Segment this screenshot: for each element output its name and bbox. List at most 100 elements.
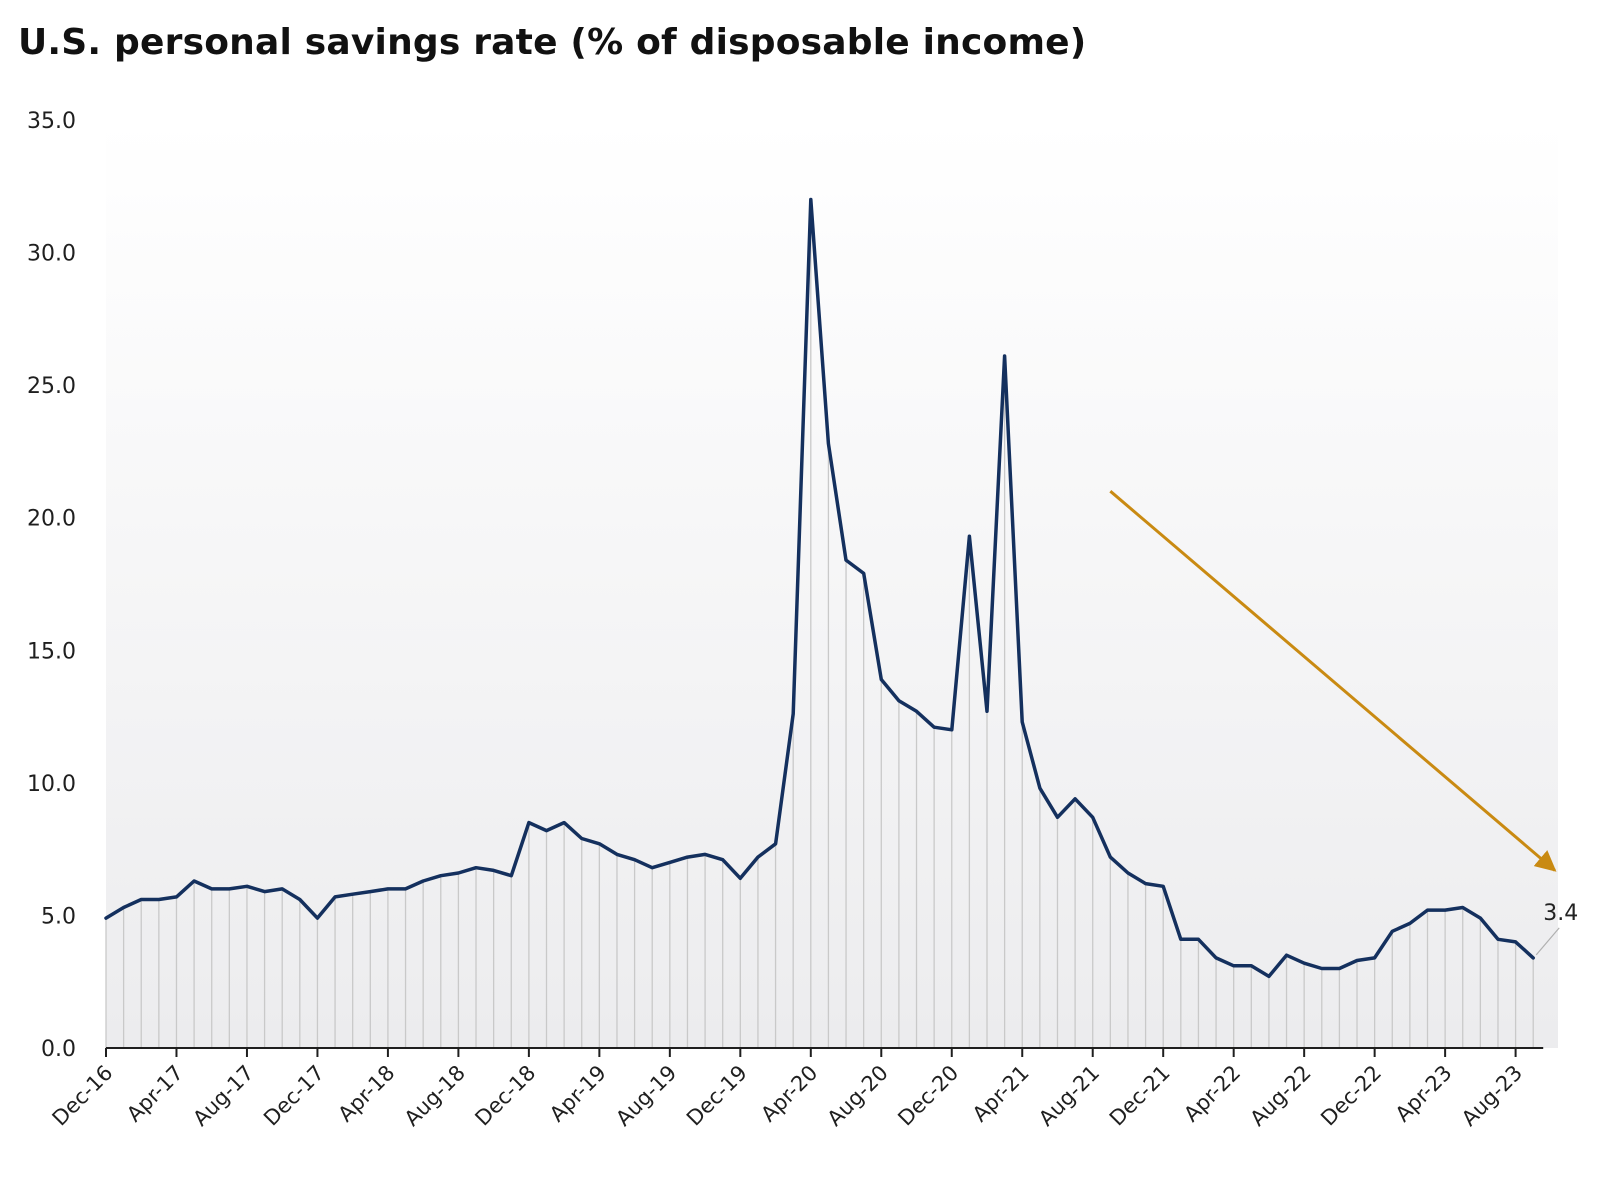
data-point [721, 858, 725, 862]
x-tick-label: Aug-18 [400, 1061, 470, 1131]
data-point [1055, 815, 1059, 819]
data-point [315, 916, 319, 920]
data-point [174, 895, 178, 899]
data-point [985, 709, 989, 713]
data-point [1108, 855, 1112, 859]
data-point [1461, 905, 1465, 909]
data-point [263, 890, 267, 894]
data-point [1038, 786, 1042, 790]
x-tick-label: Aug-20 [823, 1061, 893, 1131]
x-tick-label: Apr-18 [333, 1061, 399, 1127]
annotations: 3.4 [1109, 490, 1578, 956]
x-tick-label: Aug-22 [1245, 1061, 1315, 1131]
data-point [139, 898, 143, 902]
y-tick-label: 10.0 [27, 772, 76, 797]
y-tick-label: 0.0 [41, 1037, 76, 1062]
x-tick-label: Dec-19 [682, 1061, 752, 1131]
data-point [1073, 797, 1077, 801]
data-point [527, 821, 531, 825]
x-tick-label: Aug-23 [1457, 1061, 1527, 1131]
x-tick-label: Apr-23 [1391, 1061, 1457, 1127]
data-point [421, 879, 425, 883]
data-point [280, 887, 284, 891]
data-point [932, 725, 936, 729]
y-tick-label: 30.0 [27, 242, 76, 267]
data-point [1179, 937, 1183, 941]
data-point [1249, 964, 1253, 968]
data-point [1196, 937, 1200, 941]
data-point [1531, 956, 1535, 960]
data-point [1426, 908, 1430, 912]
series-line [104, 197, 1535, 979]
data-point [1232, 964, 1236, 968]
data-point [650, 866, 654, 870]
data-point [1478, 916, 1482, 920]
x-tick-label: Apr-19 [545, 1061, 611, 1127]
data-point [897, 699, 901, 703]
y-tick-label: 5.0 [41, 904, 76, 929]
data-point [809, 198, 813, 202]
x-tick-label: Apr-20 [756, 1061, 822, 1127]
data-point [1496, 937, 1500, 941]
data-point [862, 571, 866, 575]
drop-lines [105, 199, 1534, 1048]
data-point [404, 887, 408, 891]
x-tick-label: Aug-17 [188, 1061, 258, 1131]
data-point [456, 871, 460, 875]
data-point [1285, 953, 1289, 957]
data-point [844, 558, 848, 562]
x-tick-label: Dec-20 [893, 1061, 963, 1131]
data-point [615, 852, 619, 856]
chart-title: U.S. personal savings rate (% of disposa… [18, 22, 1087, 63]
data-point [298, 898, 302, 902]
data-point [492, 868, 496, 872]
data-point [227, 887, 231, 891]
data-point [738, 876, 742, 880]
data-point [774, 842, 778, 846]
data-point [1337, 966, 1341, 970]
data-point [967, 534, 971, 538]
x-tick-label: Dec-18 [470, 1061, 540, 1131]
data-point [1443, 908, 1447, 912]
data-point [791, 712, 795, 716]
data-point [1514, 940, 1518, 944]
data-point [386, 887, 390, 891]
data-point [1091, 815, 1095, 819]
data-point [1390, 929, 1394, 933]
data-point [1408, 921, 1412, 925]
data-point [333, 895, 337, 899]
data-point [157, 898, 161, 902]
data-point [351, 892, 355, 896]
data-point [545, 829, 549, 833]
data-point [1355, 959, 1359, 963]
data-point [122, 905, 126, 909]
data-point [474, 866, 478, 870]
data-point [1267, 974, 1271, 978]
data-label-leader [1535, 927, 1560, 956]
data-point [368, 890, 372, 894]
data-point [562, 821, 566, 825]
data-point [1302, 961, 1306, 965]
x-tick-label: Aug-19 [611, 1061, 681, 1131]
data-point [826, 441, 830, 445]
data-point [1020, 720, 1024, 724]
data-point [192, 879, 196, 883]
last-value-label: 3.4 [1543, 901, 1578, 926]
data-point [210, 887, 214, 891]
data-point [915, 709, 919, 713]
data-point [1373, 956, 1377, 960]
x-tick-label: Apr-21 [968, 1061, 1034, 1127]
y-tick-label: 20.0 [27, 507, 76, 532]
y-axis: 0.0 5.0 10.0 15.0 20.0 25.0 30.0 35.0 [27, 109, 76, 1062]
x-axis: Dec-16 Apr-17 Aug-17 Dec-17 Apr-18 Aug-18 Dec-… [48, 1047, 1544, 1131]
data-point [509, 874, 513, 878]
x-tick-label: Apr-22 [1179, 1061, 1245, 1127]
x-tick-label: Dec-22 [1316, 1061, 1386, 1131]
data-point [879, 677, 883, 681]
data-point [668, 860, 672, 864]
data-point [245, 884, 249, 888]
data-point [633, 858, 637, 862]
x-tick-label: Dec-21 [1105, 1061, 1175, 1131]
data-point [950, 728, 954, 732]
